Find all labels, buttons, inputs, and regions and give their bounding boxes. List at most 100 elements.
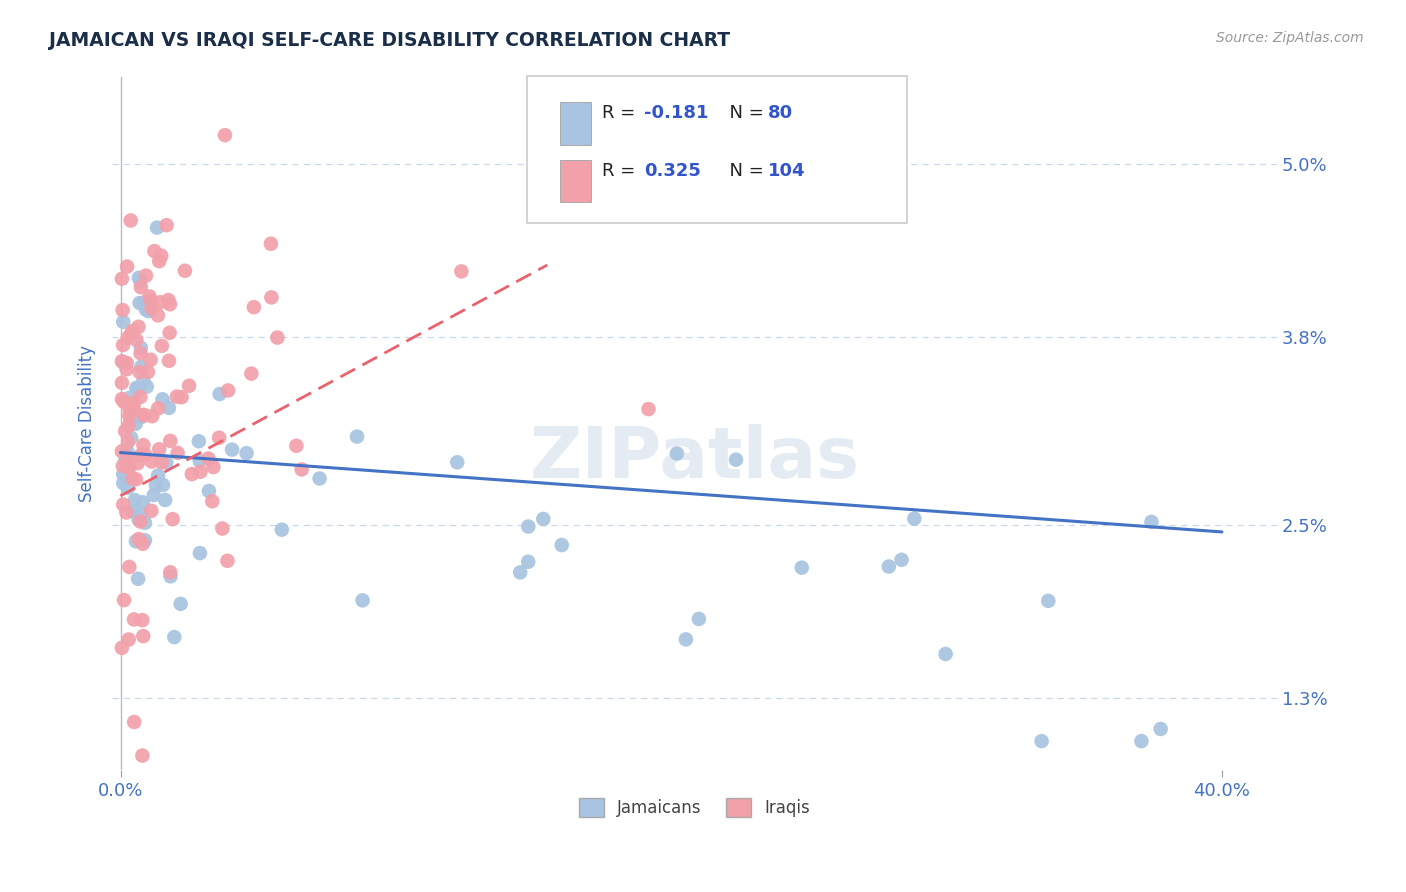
Point <box>135 379 157 393</box>
Point <box>214 128 236 143</box>
Point <box>111 392 134 406</box>
Point <box>138 289 160 303</box>
Point <box>150 249 173 263</box>
Point <box>155 455 177 469</box>
Point <box>118 391 141 405</box>
Point <box>285 439 308 453</box>
Point <box>117 435 139 450</box>
Point <box>352 593 374 607</box>
Point <box>132 296 155 310</box>
Point <box>122 396 145 410</box>
Point <box>112 395 135 409</box>
Point <box>129 507 152 521</box>
Point <box>146 220 169 235</box>
Point <box>112 355 135 369</box>
Point <box>157 353 180 368</box>
Point <box>141 301 163 316</box>
Point <box>217 554 239 568</box>
Point <box>159 434 181 448</box>
Point <box>128 296 150 310</box>
Point <box>141 504 163 518</box>
Point <box>152 392 174 407</box>
Point <box>308 471 330 485</box>
Point <box>125 417 148 431</box>
Point <box>157 293 180 307</box>
Point <box>141 454 163 468</box>
Point <box>665 446 688 460</box>
Point <box>132 438 155 452</box>
Point <box>146 401 169 416</box>
Point <box>112 467 135 482</box>
Point <box>148 254 170 268</box>
Point <box>211 522 233 536</box>
Point <box>129 390 152 404</box>
Point <box>129 449 152 463</box>
Point <box>129 274 152 288</box>
Point <box>118 632 141 647</box>
Point <box>450 264 472 278</box>
Point <box>877 559 900 574</box>
Point <box>117 466 139 480</box>
Point <box>127 383 149 397</box>
Point <box>135 302 157 317</box>
Point <box>125 534 148 549</box>
Point <box>531 512 554 526</box>
Point <box>221 442 243 457</box>
Point <box>112 476 135 491</box>
Point <box>1140 515 1163 529</box>
Point <box>132 537 155 551</box>
Point <box>146 309 169 323</box>
Point <box>115 356 138 370</box>
Point <box>122 504 145 518</box>
Point <box>134 448 156 462</box>
Point <box>121 472 143 486</box>
Point <box>111 303 134 318</box>
Point <box>129 346 152 360</box>
Legend: Jamaicans, Iraqis: Jamaicans, Iraqis <box>572 791 817 824</box>
Point <box>198 483 221 498</box>
Point <box>111 444 134 458</box>
Text: R =: R = <box>602 104 641 122</box>
Point <box>117 418 139 433</box>
Point <box>124 408 146 422</box>
Point <box>121 324 143 338</box>
Point <box>132 408 155 422</box>
Point <box>724 452 747 467</box>
Point <box>131 748 153 763</box>
Point <box>208 431 231 445</box>
Point <box>115 362 138 376</box>
Point <box>159 326 181 340</box>
Point <box>117 481 139 495</box>
Point <box>159 297 181 311</box>
Point <box>188 546 211 560</box>
Point <box>124 493 146 508</box>
Point <box>134 533 156 548</box>
Text: ZIPatlas: ZIPatlas <box>530 424 859 493</box>
Point <box>135 268 157 283</box>
Point <box>202 460 225 475</box>
Point <box>142 488 165 502</box>
Point <box>120 398 142 412</box>
Point <box>118 402 141 417</box>
Point <box>122 612 145 626</box>
Point <box>112 498 135 512</box>
Point <box>129 515 152 529</box>
Point <box>208 387 231 401</box>
Text: 80: 80 <box>768 104 793 122</box>
Point <box>346 429 368 443</box>
Y-axis label: Self-Care Disability: Self-Care Disability <box>79 345 96 502</box>
Point <box>117 450 139 465</box>
Point <box>134 516 156 530</box>
Point <box>260 290 283 304</box>
Point <box>174 264 197 278</box>
Point <box>446 455 468 469</box>
Point <box>170 390 193 404</box>
Point <box>117 331 139 345</box>
Point <box>127 572 149 586</box>
Point <box>1149 722 1171 736</box>
Point <box>188 454 211 468</box>
Point <box>139 293 162 308</box>
Point <box>111 354 134 368</box>
Point <box>111 376 134 390</box>
Point <box>166 446 188 460</box>
